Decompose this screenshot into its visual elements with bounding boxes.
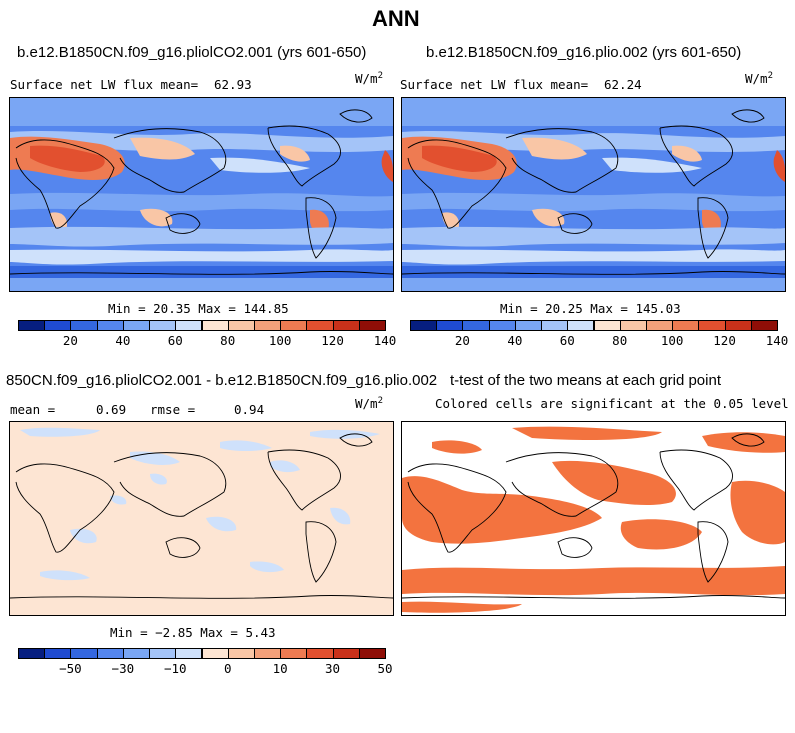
colorbar-tick-label: −50 bbox=[59, 661, 82, 676]
colorbar-swatch bbox=[253, 320, 282, 331]
colorbar-swatch bbox=[332, 320, 360, 331]
colorbar-tick-label: 120 bbox=[321, 333, 344, 348]
colorbar-top-right: 20 40 60 80 100 120 140 bbox=[410, 320, 788, 350]
colorbar-swatch bbox=[567, 320, 595, 331]
colorbar-tick-label: −10 bbox=[163, 661, 187, 676]
colorbar-tick-label: 20 bbox=[454, 333, 470, 348]
colorbar-swatch bbox=[462, 320, 490, 331]
colorbar-tick-label: 140 bbox=[373, 333, 397, 348]
colorbar-swatch bbox=[253, 648, 282, 659]
colorbar-swatch bbox=[18, 320, 46, 331]
panel-title-bottom-right: t-test of the two means at each grid poi… bbox=[450, 372, 721, 389]
significance-note: Colored cells are significant at the 0.0… bbox=[435, 396, 789, 411]
map-surface-lw-flux-right bbox=[401, 97, 786, 292]
colorbar-swatch bbox=[488, 320, 516, 331]
colorbar-swatch bbox=[410, 320, 438, 331]
colorbar-swatch bbox=[358, 648, 386, 659]
colorbar-swatch bbox=[122, 648, 151, 659]
colorbar-tick-label: 100 bbox=[660, 333, 684, 348]
minmax-bottom-left: Min = −2.85 Max = 5.43 bbox=[110, 625, 276, 640]
flux-mean-label-top-left: Surface net LW flux mean= bbox=[10, 77, 199, 92]
colorbar-tick-label: 60 bbox=[167, 333, 183, 348]
colorbar-swatch bbox=[593, 320, 621, 331]
colorbar-tick-label: 140 bbox=[765, 333, 789, 348]
colorbar-swatch bbox=[619, 320, 647, 331]
colorbar-tick-label: 100 bbox=[268, 333, 292, 348]
panel-title-top-left: b.e12.B1850CN.f09_g16.pliolCO2.001 (yrs … bbox=[17, 44, 367, 61]
map-difference bbox=[9, 421, 394, 616]
colorbar-swatch bbox=[44, 648, 72, 659]
colorbar-swatch bbox=[306, 320, 334, 331]
units-label-top-right: W/m2 bbox=[745, 71, 773, 87]
colorbar-swatch bbox=[227, 648, 255, 659]
flux-mean-value-top-right: 62.24 bbox=[604, 77, 642, 92]
diff-mean-label: mean = bbox=[10, 402, 56, 417]
panel-title-top-right: b.e12.B1850CN.f09_g16.plio.002 (yrs 601-… bbox=[426, 44, 742, 61]
colorbar-swatch bbox=[672, 320, 700, 331]
colorbar-top-left: 20 40 60 80 100 120 140 bbox=[18, 320, 396, 350]
map-field bbox=[10, 98, 393, 291]
minmax-top-right: Min = 20.25 Max = 145.03 bbox=[500, 301, 681, 316]
colorbar-swatch bbox=[436, 320, 464, 331]
flux-mean-value-top-left: 62.93 bbox=[214, 77, 252, 92]
colorbar-tick-label: 10 bbox=[272, 661, 288, 676]
colorbar-tick-label: 80 bbox=[612, 333, 628, 348]
colorbar-swatch bbox=[358, 320, 386, 331]
colorbar-swatch bbox=[70, 320, 98, 331]
colorbar-tick-label: 30 bbox=[325, 661, 341, 676]
colorbar-swatch bbox=[149, 648, 177, 659]
colorbar-swatch bbox=[201, 648, 229, 659]
colorbar-tick-label: 50 bbox=[377, 661, 393, 676]
colorbar-swatch bbox=[541, 320, 569, 331]
colorbar-swatch bbox=[280, 648, 308, 659]
colorbar-tick-label: 40 bbox=[115, 333, 131, 348]
colorbar-swatch bbox=[149, 320, 177, 331]
colorbar-swatch bbox=[280, 320, 308, 331]
colorbar-swatch bbox=[332, 648, 360, 659]
map-surface-lw-flux-left bbox=[9, 97, 394, 292]
colorbar-bottom-left: −50 −30 −10 0 10 30 50 bbox=[18, 648, 393, 678]
colorbar-swatch bbox=[724, 320, 752, 331]
colorbar-swatch bbox=[96, 320, 124, 331]
colorbar-tick-label: 40 bbox=[507, 333, 523, 348]
colorbar-tick-label: 0 bbox=[223, 661, 232, 676]
page-title: ANN bbox=[372, 6, 420, 31]
map-field bbox=[402, 422, 785, 615]
colorbar-swatch bbox=[514, 320, 543, 331]
colorbar-swatch bbox=[306, 648, 334, 659]
colorbar-tick-label: 80 bbox=[220, 333, 236, 348]
diff-mean-value: 0.69 bbox=[96, 402, 127, 417]
rmse-label: rmse = bbox=[150, 402, 196, 417]
colorbar-tick-label: 60 bbox=[559, 333, 575, 348]
units-label-bottom-left: W/m2 bbox=[355, 396, 383, 412]
map-field bbox=[402, 98, 785, 291]
colorbar-swatch bbox=[201, 320, 229, 331]
rmse-value: 0.94 bbox=[234, 402, 265, 417]
colorbar-swatch bbox=[44, 320, 72, 331]
colorbar-swatch bbox=[18, 648, 46, 659]
colorbar-tick-label: 20 bbox=[62, 333, 78, 348]
flux-mean-label-top-right: Surface net LW flux mean= bbox=[400, 77, 589, 92]
colorbar-swatch bbox=[750, 320, 778, 331]
colorbar-swatch bbox=[227, 320, 255, 331]
colorbar-swatch bbox=[96, 648, 124, 659]
minmax-top-left: Min = 20.35 Max = 144.85 bbox=[108, 301, 289, 316]
colorbar-tick-label: 120 bbox=[713, 333, 736, 348]
map-t-test-significance bbox=[401, 421, 786, 616]
colorbar-swatch bbox=[175, 320, 203, 331]
map-field bbox=[10, 422, 393, 615]
colorbar-swatch bbox=[698, 320, 726, 331]
panel-title-bottom-left: 850CN.f09_g16.pliolCO2.001 - b.e12.B1850… bbox=[6, 372, 438, 389]
colorbar-swatch bbox=[175, 648, 203, 659]
colorbar-swatch bbox=[70, 648, 98, 659]
colorbar-swatch bbox=[122, 320, 151, 331]
colorbar-swatch bbox=[645, 320, 674, 331]
units-label-top-left: W/m2 bbox=[355, 71, 383, 87]
colorbar-tick-label: −30 bbox=[111, 661, 135, 676]
